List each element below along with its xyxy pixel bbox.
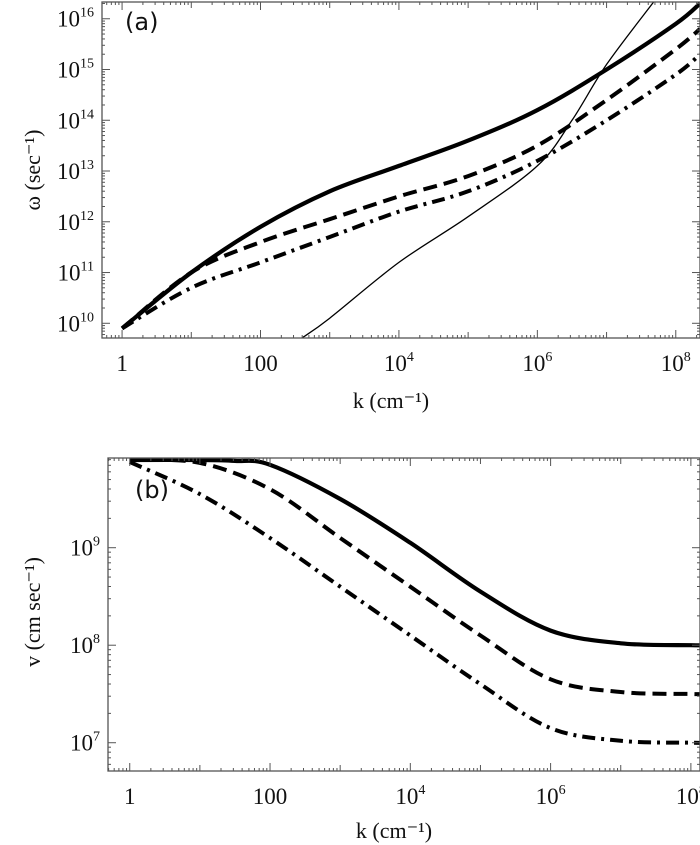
y-tick-label: 1014 xyxy=(57,107,94,133)
y-tick-label: 1013 xyxy=(57,158,94,184)
x-tick-label: 1 xyxy=(124,784,136,809)
panel-label: (b) xyxy=(135,476,169,504)
x-tick-label: 106 xyxy=(522,350,552,376)
panel-b-chart: 1 100 104 106 108 107 108 109 k (cm⁻¹) v (cm sec⁻… xyxy=(20,457,700,843)
x-tick-label: 106 xyxy=(536,783,566,809)
panel-a-chart: 1 100 104 106 108 1010 1011 1012 1013 1014 1015 101… xyxy=(20,1,700,413)
y-tick-label: 1010 xyxy=(57,310,94,336)
series-line-dashed xyxy=(120,27,700,330)
series-line-solid-thick xyxy=(120,2,700,331)
x-axis-title: k (cm⁻¹) xyxy=(356,818,432,843)
x-tick-label: 100 xyxy=(243,351,278,376)
x-tick-label: 100 xyxy=(253,784,288,809)
y-tick-label: 108 xyxy=(70,632,100,658)
x-tick-label: 104 xyxy=(384,350,414,376)
y-tick-label: 109 xyxy=(70,535,100,561)
x-tick-label: 104 xyxy=(395,783,425,809)
y-tick-label: 1012 xyxy=(57,209,94,235)
x-axis-title: k (cm⁻¹) xyxy=(353,388,429,413)
series-line-solid-thin xyxy=(301,2,655,338)
y-tick-label: 107 xyxy=(70,730,100,756)
plot-frame xyxy=(107,457,700,772)
y-axis-title: v (cm sec⁻¹) xyxy=(20,557,45,667)
series-line-dashed xyxy=(129,458,700,697)
plot-frame xyxy=(101,1,700,339)
y-tick-label: 1016 xyxy=(57,6,94,32)
y-axis-title: ω (sec⁻¹) xyxy=(20,130,45,211)
y-tick-label: 1011 xyxy=(58,260,94,286)
series-line-dash-dot xyxy=(121,52,700,331)
panel-label: (a) xyxy=(125,8,158,36)
series-line-dash-dot xyxy=(128,460,700,745)
x-tick-label: 1 xyxy=(116,351,128,376)
series-line-solid-thick xyxy=(129,458,700,648)
x-tick-label: 108 xyxy=(661,350,691,376)
y-tick-label: 1015 xyxy=(57,57,94,83)
x-tick-label: 108 xyxy=(676,783,700,809)
